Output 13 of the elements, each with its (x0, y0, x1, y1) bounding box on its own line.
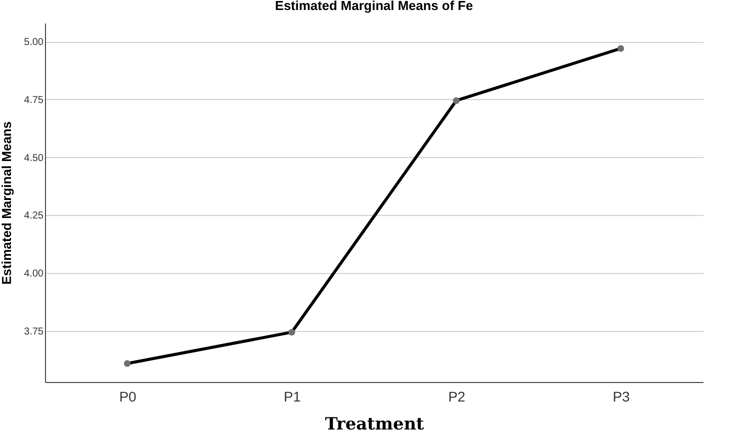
y-tick-label: 4.50 (24, 152, 44, 164)
x-tick-label: P3 (612, 388, 630, 404)
y-tick-label: 5.00 (24, 37, 44, 48)
x-axis-title: Treatment (324, 414, 424, 434)
chart-title: Estimated Marginal Means of Fe (275, 0, 473, 13)
y-tick-label: 4.75 (24, 94, 44, 106)
y-tick-label: 4.25 (24, 210, 44, 222)
y-axis-title: Estimated Marginal Means (0, 121, 14, 285)
x-tick-label: P1 (284, 388, 302, 404)
x-tick-label: P2 (448, 388, 466, 404)
y-tick-label: 3.75 (24, 326, 44, 338)
y-tick-label: 4.00 (24, 268, 44, 280)
x-tick-label: P0 (119, 388, 137, 404)
